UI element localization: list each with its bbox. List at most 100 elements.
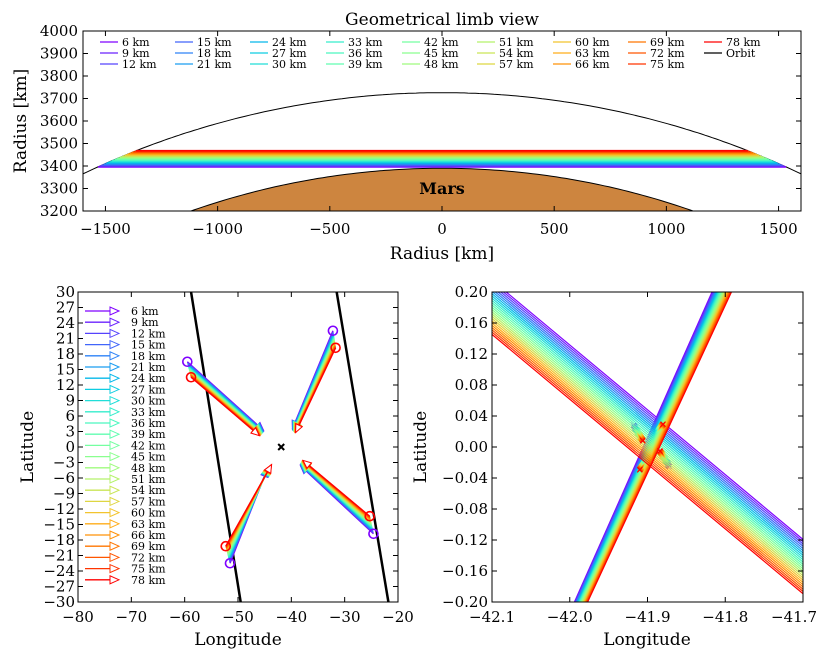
- zoom-line-a-15km: [497, 292, 803, 547]
- top-legend-label: 57 km: [499, 58, 534, 71]
- top-legend-label: 63 km: [575, 47, 610, 60]
- bl-y-tick-label: −12: [43, 500, 75, 518]
- bl-legend-arrowhead: [109, 440, 121, 451]
- zoom-line-a-36km: [492, 301, 803, 563]
- top-y-tick-label: 3600: [40, 112, 78, 130]
- bl-legend-label: 15 km: [131, 339, 166, 352]
- zoom-line-a-63km: [492, 322, 803, 584]
- limb-view-chart: Geometrical limb view Mars −1500 −1000 −50…: [11, 10, 802, 264]
- ground-track-marks: [182, 292, 390, 602]
- top-x-tick-label: 1000: [647, 220, 685, 238]
- bl-axes-frame: [77, 291, 399, 603]
- br-y-tick-label: −0.12: [442, 531, 488, 549]
- top-y-tick-label: 3700: [40, 90, 78, 108]
- top-legend-label: 48 km: [424, 58, 459, 71]
- bl-legend-label: 33 km: [131, 406, 166, 419]
- start-marker-6km: [182, 356, 193, 368]
- bl-x-ticks: −80 −70 −60 −50 −40 −30 −20: [62, 292, 414, 626]
- bl-legend-label: 12 km: [131, 327, 166, 340]
- br-y-tick-label: −0.08: [442, 500, 488, 518]
- start-marker-6km: [224, 557, 236, 569]
- bl-legend-arrowhead: [109, 530, 121, 540]
- br-y-axis-label: Latitude: [411, 411, 431, 483]
- top-y-ticks: 3200 3300 3400 3500 3600 3700 3800 3900 4000: [40, 22, 801, 220]
- bl-y-tick-label: −27: [43, 578, 75, 596]
- bl-legend-label: 39 km: [131, 428, 166, 441]
- zoom-line-a-6km: [505, 292, 803, 541]
- bl-x-tick-label: −30: [329, 608, 361, 626]
- zoom-line-a-45km: [492, 308, 803, 570]
- br-y-tick-label: 0.16: [455, 314, 488, 332]
- zoom-line-a-51km: [492, 313, 803, 575]
- start-marker-78km: [364, 510, 376, 522]
- zoom-line-a-66km: [492, 324, 803, 586]
- tangent-arrow-78km: [225, 464, 273, 547]
- zoom-line-a-27km: [492, 295, 803, 557]
- zoom-line-a-48km: [492, 311, 803, 572]
- bl-y-tick-label: −15: [43, 516, 75, 534]
- ground-track-chart: −80 −70 −60 −50 −40 −30 −20 −30−27−24−21−18−15…: [18, 283, 414, 650]
- top-legend-label: 27 km: [272, 47, 307, 60]
- bl-legend-label: 24 km: [131, 372, 166, 385]
- top-legend-label: 21 km: [197, 58, 232, 71]
- bl-legend-label: 42 km: [131, 439, 166, 452]
- top-y-tick-label: 4000: [40, 22, 78, 40]
- bl-legend-arrowhead: [109, 395, 121, 406]
- bl-legend-label: 69 km: [131, 540, 166, 553]
- top-legend-label: Orbit: [726, 47, 756, 60]
- bl-legend-arrowhead: [109, 339, 121, 350]
- start-marker-6km: [327, 325, 339, 337]
- zoom-line-a-60km: [492, 320, 803, 581]
- bl-x-tick-label: −50: [222, 608, 254, 626]
- br-y-ticks: −0.20 −0.16 −0.12 −0.08 −0.04 0.00 0.04 0.08 0.1…: [442, 283, 803, 611]
- top-legend-label: 42 km: [424, 36, 459, 49]
- bl-legend-label: 60 km: [131, 507, 166, 520]
- bl-legend-label: 21 km: [131, 361, 166, 374]
- zoom-line-a-33km: [492, 299, 803, 561]
- bl-legend-label: 36 km: [131, 417, 166, 430]
- tangent-arrow-78km: [302, 459, 371, 517]
- br-y-tick-label: 0.04: [455, 407, 488, 425]
- bl-legend-arrowhead: [109, 496, 121, 507]
- bl-y-ticks: −30−27−24−21−18−15−12−9−6−30369121518212…: [43, 283, 398, 611]
- br-x-tick-label: −42.0: [547, 608, 593, 626]
- top-x-tick-label: −500: [309, 220, 350, 238]
- bl-legend-label: 30 km: [131, 395, 166, 408]
- bl-legend-arrowhead: [109, 519, 121, 529]
- top-legend-label: 60 km: [575, 36, 610, 49]
- bl-y-tick-label: 18: [56, 345, 75, 363]
- bl-legend-arrowhead: [109, 507, 121, 518]
- br-y-tick-label: −0.16: [442, 562, 488, 580]
- zoom-line-b-78km: [586, 292, 733, 602]
- bl-legend-label: 63 km: [131, 518, 166, 531]
- top-x-ticks: −1500 −1000 −500 0 500 1000 1500: [80, 31, 798, 238]
- bl-x-tick-label: −80: [62, 608, 94, 626]
- top-y-axis-label: Radius [km]: [11, 69, 31, 173]
- bl-y-tick-label: 15: [56, 361, 75, 379]
- bl-legend-arrowhead: [109, 418, 121, 428]
- bl-y-tick-label: −21: [43, 547, 75, 565]
- bl-legend-arrowhead: [109, 373, 121, 383]
- br-y-tick-label: 0.08: [455, 376, 488, 394]
- bl-legend-label: 66 km: [131, 529, 166, 542]
- bl-y-tick-label: −18: [43, 531, 75, 549]
- bl-legend-label: 54 km: [131, 484, 166, 497]
- orbit-ground-track: [335, 292, 390, 602]
- top-legend-label: 6 km: [122, 36, 150, 49]
- bl-y-axis-label: Latitude: [18, 411, 38, 483]
- br-x-tick-label: −41.8: [702, 608, 748, 626]
- top-legend-label: 24 km: [272, 36, 307, 49]
- zoom-line-a-69km: [492, 326, 803, 588]
- br-y-tick-label: 0.00: [455, 438, 488, 456]
- top-legend-label: 78 km: [726, 36, 761, 49]
- top-x-tick-label: −1500: [80, 220, 131, 238]
- bl-legend-arrowhead: [109, 563, 121, 574]
- top-legend-label: 18 km: [197, 47, 232, 60]
- zoom-line-a-24km: [492, 292, 803, 554]
- bl-legend-arrowhead: [109, 575, 121, 585]
- top-y-tick-label: 3400: [40, 157, 78, 175]
- bl-legend-arrowhead: [109, 328, 121, 339]
- bl-legend-label: 57 km: [131, 495, 166, 508]
- top-plot-marks: [83, 92, 801, 211]
- top-x-tick-label: 0: [437, 220, 447, 238]
